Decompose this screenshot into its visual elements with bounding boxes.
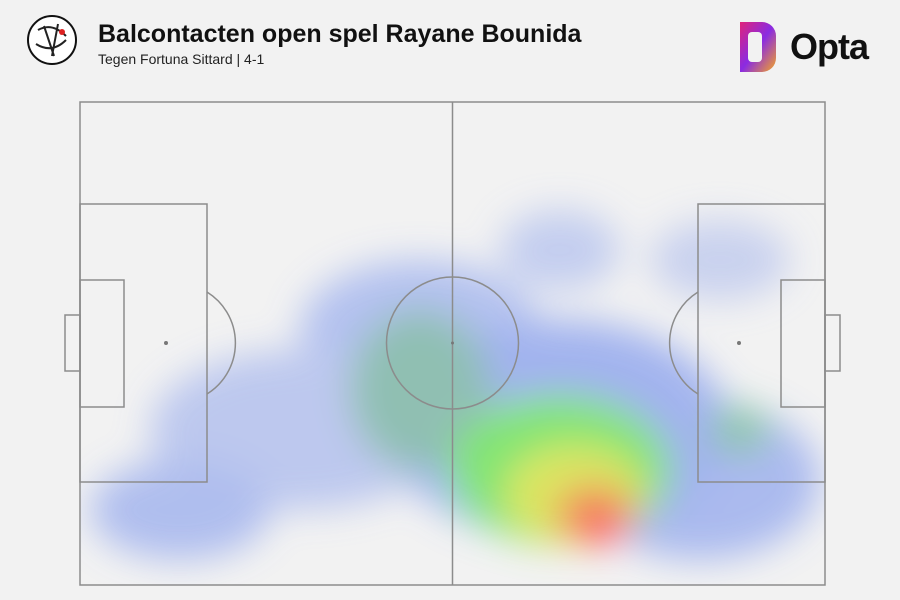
penalty-spot	[737, 341, 741, 345]
heatmap	[90, 210, 820, 560]
title: Balcontacten open spel Rayane Bounida	[98, 20, 582, 48]
club-logo	[27, 15, 77, 65]
penalty-spot	[164, 341, 168, 345]
subtitle: Tegen Fortuna Sittard | 4-1	[98, 51, 265, 67]
pitch	[64, 101, 841, 586]
centre-spot	[451, 341, 454, 345]
brand-name: Opta	[790, 26, 869, 67]
opta-logo-mark	[740, 22, 776, 72]
